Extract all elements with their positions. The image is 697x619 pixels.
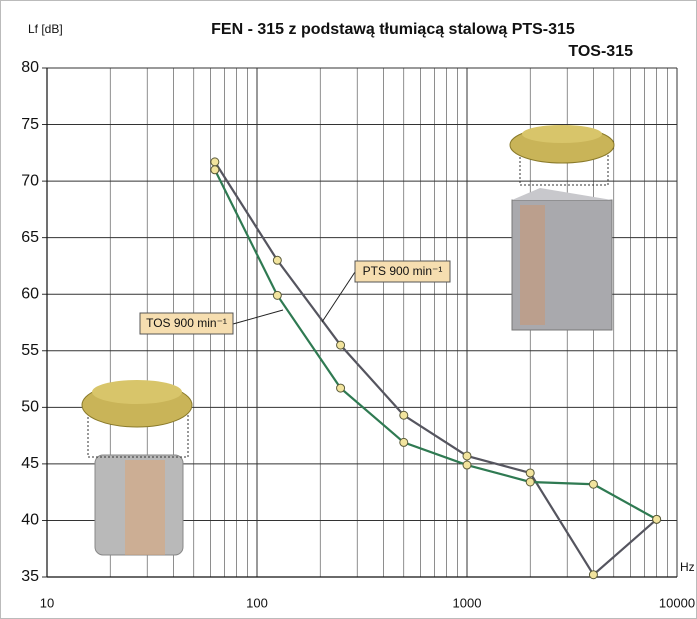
- chart-subtitle: TOS-315: [568, 43, 633, 60]
- plot: PTS 900 min⁻¹ TOS 900 min⁻¹: [139, 157, 662, 580]
- data-point: [525, 468, 535, 478]
- y-tick-label: 75: [21, 116, 39, 133]
- data-point: [588, 570, 598, 580]
- y-tick-label: 70: [21, 172, 39, 189]
- fan-illustration-left: [81, 380, 193, 556]
- series-line: [213, 161, 658, 577]
- data-point: [336, 340, 346, 350]
- data-point: [336, 383, 346, 393]
- data-point: [272, 290, 282, 300]
- callout-leader: [321, 271, 356, 323]
- data-point: [210, 165, 220, 175]
- y-tick-label: 55: [21, 342, 39, 359]
- data-point: [525, 477, 535, 487]
- x-axis-label: Hz: [680, 560, 695, 574]
- data-point: [210, 157, 220, 167]
- legend-label: PTS 900 min⁻¹: [363, 264, 443, 278]
- data-point: [652, 514, 662, 524]
- y-tick-label: 35: [21, 568, 39, 585]
- y-tick-label: 40: [21, 512, 39, 529]
- data-point: [462, 451, 472, 461]
- y-tick-label: 60: [21, 285, 39, 302]
- fan-illustration-right: [509, 125, 615, 331]
- legend-label: TOS 900 min⁻¹: [146, 316, 227, 330]
- callout-leader: [232, 309, 284, 325]
- y-tick-label: 50: [21, 399, 39, 416]
- x-tick-label: 10000: [659, 595, 695, 610]
- data-point: [272, 255, 282, 265]
- y-tick-label: 65: [21, 229, 39, 246]
- x-tick-label: 10: [40, 595, 54, 610]
- data-point: [399, 410, 409, 420]
- data-point: [462, 460, 472, 470]
- series-line: [213, 169, 658, 521]
- y-tick-label: 45: [21, 455, 39, 472]
- x-tick-label: 100: [246, 595, 268, 610]
- data-point: [588, 479, 598, 489]
- x-tick-label: 1000: [453, 595, 482, 610]
- chart-title: FEN - 315 z podstawą tłumiącą stalową PT…: [211, 21, 575, 38]
- y-tick-label: 80: [21, 59, 39, 76]
- y-axis-label: Lf [dB]: [28, 22, 63, 36]
- legend-box: [139, 312, 234, 335]
- legend-box: [354, 260, 451, 283]
- data-point: [399, 437, 409, 447]
